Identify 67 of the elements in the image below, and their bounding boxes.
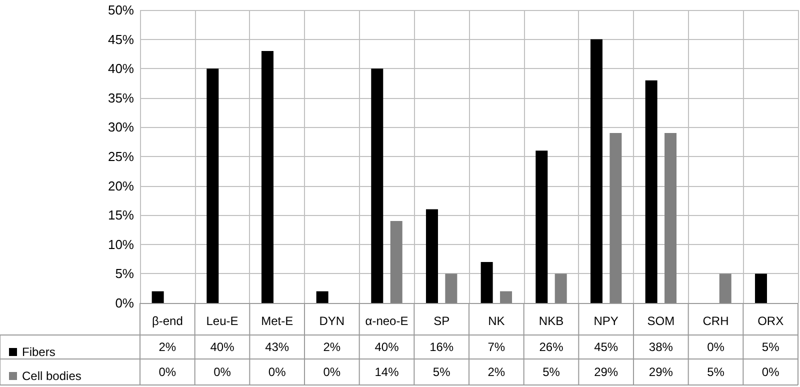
data-label: 45% [594,340,618,354]
x-tick-label: Met-E [261,314,294,328]
bar [500,291,512,303]
data-label: 0% [214,365,232,379]
y-tick-label: 5% [115,266,134,282]
bar [371,68,384,303]
bar [664,133,677,303]
data-label: 0% [707,340,725,354]
bar [390,220,402,303]
x-tick-label: NK [488,314,505,328]
y-tick-label: 30% [108,120,134,135]
x-tick-label: CRH [702,314,729,328]
y-tick-label: 45% [108,32,134,47]
bar [536,150,548,303]
y-tick-label: 40% [108,61,134,76]
y-tick-label: 25% [108,149,134,164]
y-tick-label: 50% [108,2,134,18]
bar [316,291,328,303]
bar [480,262,493,303]
x-tick-label: NKB [538,314,564,328]
data-label: 0% [762,365,780,379]
data-label: 0% [323,365,341,379]
legend-label: Cell bodies [22,369,82,383]
y-tick-label: 35% [108,90,134,106]
data-label: 29% [594,365,618,379]
x-tick-label: SP [434,314,450,328]
bar [426,209,438,303]
y-tick-label: 15% [108,208,134,223]
data-label: 5% [432,365,451,379]
bar [754,274,767,303]
x-tick-label: NPY [594,314,618,328]
data-label: 5% [707,365,725,379]
data-label: 43% [265,340,290,354]
data-label: 0% [158,365,176,379]
data-label: 2% [323,340,341,354]
data-label: 40% [210,340,235,354]
x-tick-label: ORX [758,314,784,328]
data-label: 0% [268,365,286,379]
y-tick-label: 10% [108,236,134,252]
data-label: 2% [488,365,506,379]
data-label: 29% [648,365,674,379]
bar [590,39,602,303]
bar [645,80,658,303]
data-label: 5% [762,340,780,354]
bar [261,51,274,303]
x-tick-label: DYN [319,314,345,328]
data-label: 7% [488,340,506,354]
data-label: 5% [542,365,560,379]
y-tick-label: 20% [108,178,134,194]
data-label: 2% [158,340,176,354]
x-tick-label: SOM [647,314,675,328]
bar [206,68,219,303]
x-tick-label: β-end [152,314,183,328]
bar [445,274,458,303]
y-tick-label: 0% [115,296,134,310]
data-label: 40% [374,340,400,354]
data-label: 38% [648,340,674,354]
bar [554,274,567,303]
data-label: 14% [374,365,400,379]
legend-label: Fibers [22,345,56,359]
bar [152,291,164,303]
bar [719,274,732,303]
data-label: 16% [430,340,454,354]
bar [610,133,622,303]
data-label: 26% [539,340,564,354]
x-tick-label: Leu-E [206,314,238,328]
x-tick-label: α-neo-E [365,314,408,328]
